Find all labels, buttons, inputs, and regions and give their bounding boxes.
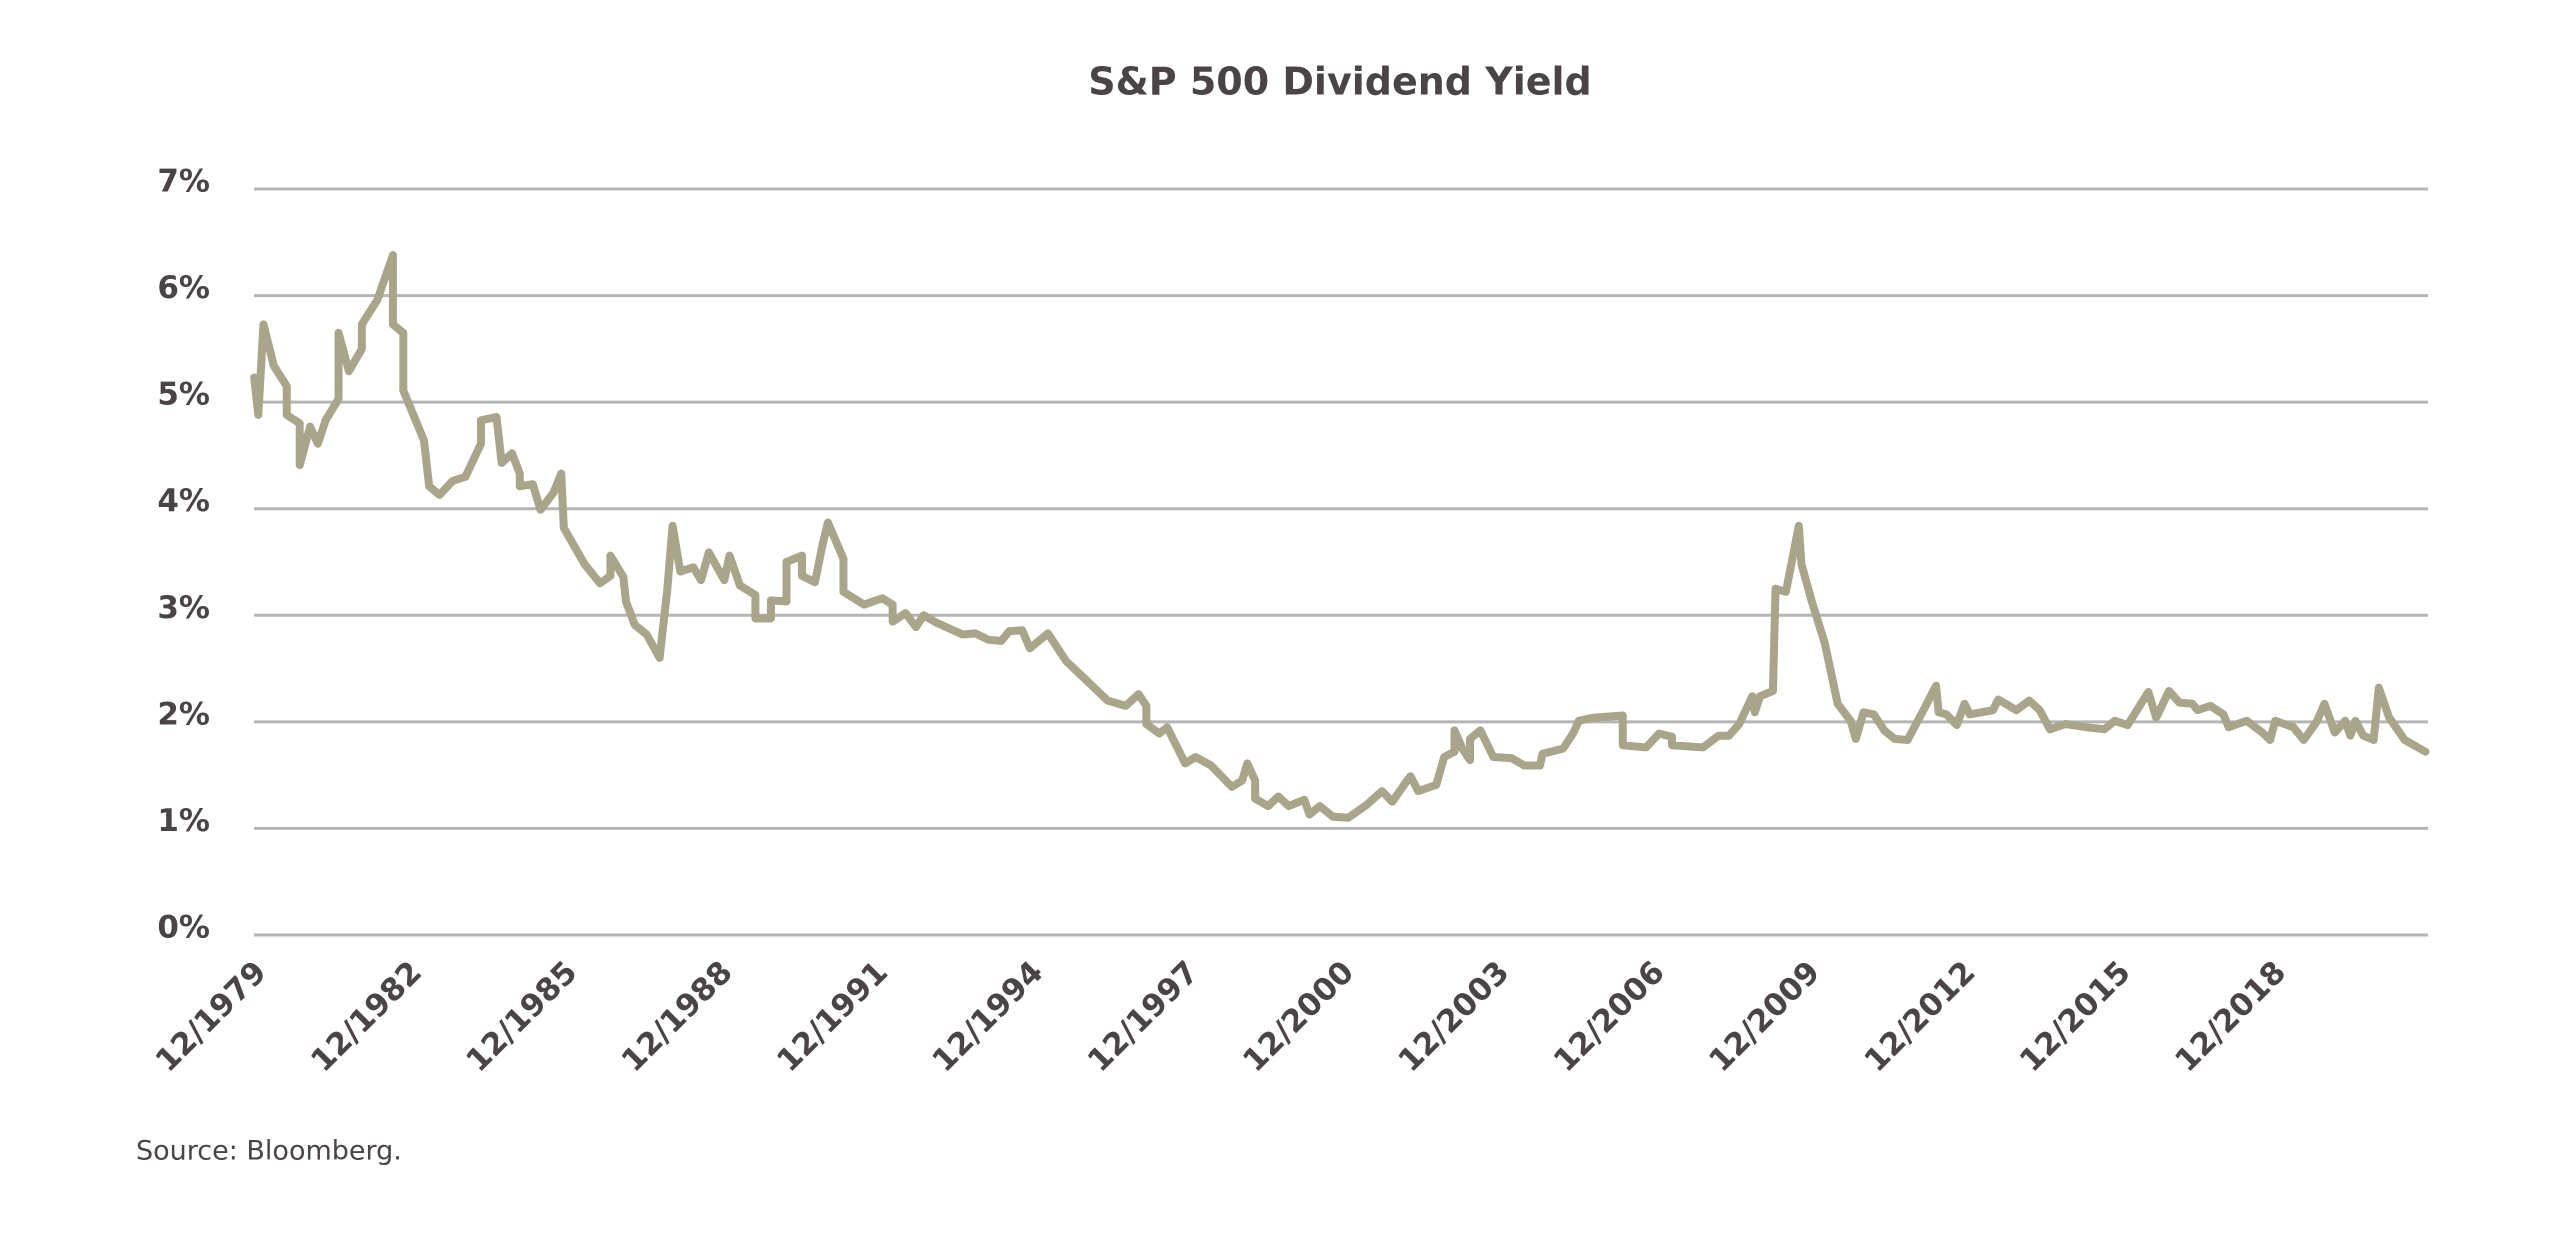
x-tick-label: 12/2012 xyxy=(1858,954,1983,1079)
x-tick-label: 12/1994 xyxy=(925,954,1050,1079)
y-tick-label: 1% xyxy=(157,803,210,839)
x-tick-label: 12/2003 xyxy=(1391,954,1516,1079)
x-tick-label: 12/1982 xyxy=(304,954,429,1079)
y-tick-label: 6% xyxy=(157,270,210,306)
x-tick-label: 12/1997 xyxy=(1081,954,1206,1079)
x-tick-label: 12/2000 xyxy=(1236,954,1361,1079)
y-tick-label: 3% xyxy=(157,590,210,626)
x-tick-label: 12/1988 xyxy=(615,954,740,1079)
chart-title: S&P 500 Dividend Yield xyxy=(1088,60,1592,104)
y-tick-label: 7% xyxy=(157,164,210,200)
source-note: Source: Bloomberg. xyxy=(136,1136,402,1167)
x-tick-label: 12/1979 xyxy=(149,954,274,1079)
x-tick-label: 12/2015 xyxy=(2013,954,2138,1079)
y-tick-label: 0% xyxy=(157,910,210,946)
x-tick-label: 12/2006 xyxy=(1547,954,1672,1079)
y-tick-label: 2% xyxy=(157,696,210,732)
x-tick-label: 12/2018 xyxy=(2168,954,2293,1079)
x-tick-label: 12/1991 xyxy=(770,954,895,1079)
y-tick-label: 4% xyxy=(157,483,210,519)
x-tick-label: 12/1985 xyxy=(459,954,584,1079)
data-line xyxy=(250,251,2430,822)
x-tick-label: 12/2009 xyxy=(1702,954,1827,1079)
y-tick-label: 5% xyxy=(157,377,210,413)
